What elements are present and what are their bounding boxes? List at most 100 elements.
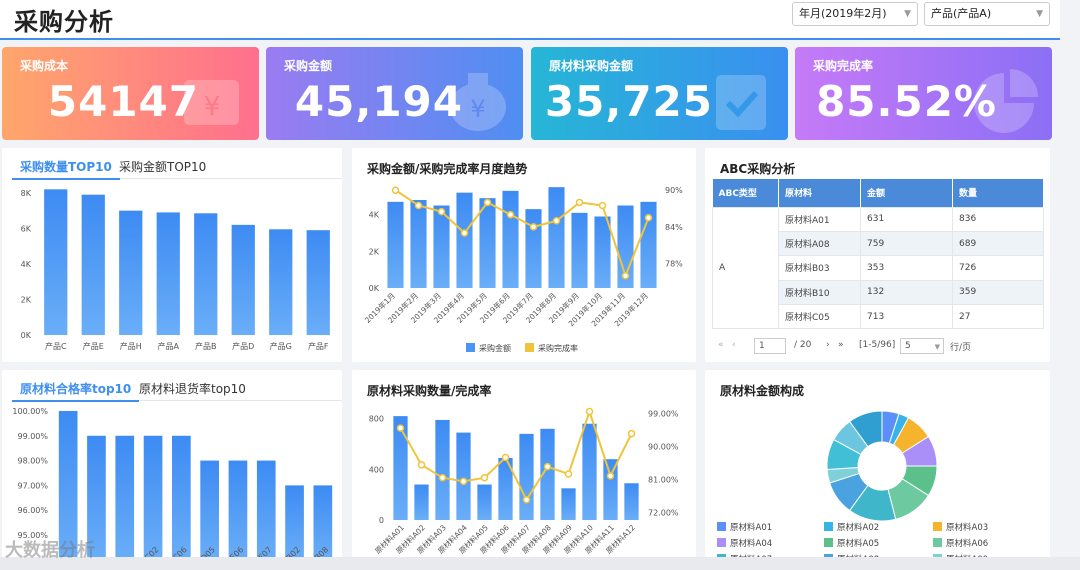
kpi-value: 85.52% [816,77,997,126]
donut-title: 原材料金额构成 [720,384,805,398]
y-tick-label: 0K [21,331,32,340]
line-point [506,210,515,219]
x-tick-label: 产品H [120,341,142,351]
line-point [483,198,492,207]
tab-amount-top10[interactable]: 采购金额TOP10 [119,160,207,174]
line-point [501,453,510,462]
tab-pass-rate[interactable]: 原材料合格率top10 [12,380,140,402]
line-point [480,473,489,482]
month-select[interactable]: 年月(2019年2月) ▼ [792,2,918,26]
amount-cell: 713 [860,304,953,330]
line-point [460,229,469,237]
line-point [522,496,531,504]
legend-swatch [717,538,726,547]
bar [540,428,555,520]
bar [435,419,450,520]
legend-swatch [525,343,534,352]
col-material[interactable]: 原材料 [778,179,861,207]
material-cell: 原材料B10 [778,279,861,306]
trend-chart: 0K2K4K78%84%90%2019年1月2019年2月2019年3月2019… [362,186,683,353]
kpi-value: 54147 [47,77,199,126]
y2-tick-label: 84% [665,223,683,232]
col-qty[interactable]: 数量 [952,179,1044,207]
bar [410,200,427,288]
col-amount[interactable]: 金额 [860,179,953,207]
line-point [606,472,615,480]
page-title: 采购分析 [14,8,114,36]
line-point [644,213,653,222]
y-tick-label: 4K [369,211,380,220]
bar [228,460,248,560]
line-point [438,473,447,482]
line-point [621,272,630,280]
abc-group-cell: A [712,206,779,330]
bar [393,416,408,520]
bar [525,209,542,288]
line-point [627,429,636,438]
per-page-label: 行/页 [950,343,972,353]
line-series [394,189,650,279]
bar [414,484,429,520]
svg-text:¥: ¥ [470,95,485,123]
y-tick-label: 98.00% [17,457,48,466]
trend-panel: 采购金额/采购完成率月度趋势 0K 2K 4K 78% 84% 90% 2019年1月 201… [352,148,696,362]
y-tick-label: 4K [21,260,32,269]
material-cell: 原材料B03 [778,255,861,281]
donut-slice [848,410,883,448]
bar [172,435,191,560]
month-select-value: 年月(2019年2月) [799,7,887,20]
page-number-input[interactable]: 1 [754,338,786,354]
product-select[interactable]: 产品(产品A) ▼ [924,2,1050,26]
bar [571,212,588,288]
top10-chart: 0K 2K 4K 6K 8K 产品C 产品E 产品H 产品A 产品B 产品D 产品G 产品F [21,189,330,351]
bar [561,488,576,520]
bar [594,216,611,288]
chevron-down-icon: ▼ [904,9,911,19]
tab-qty-top10[interactable]: 采购数量TOP10 [12,158,120,180]
amount-cell: 759 [860,230,953,257]
material-cell: 原材料A01 [778,206,861,232]
bar [256,460,276,560]
line-point [564,470,573,478]
first-page-button[interactable]: « [718,340,724,350]
abc-table: ABC类型 原材料 金额 数量 A 原材料A01 631 836 原材料A08 … [712,179,1044,330]
bar [58,410,78,560]
qty-title: 原材料采购数量/完成率 [367,384,492,398]
y-tick-label: 2K [369,247,380,256]
y-tick-label: 100.00% [12,407,48,416]
y-tick-label: 6K [21,224,32,233]
line-point [598,201,607,210]
line-point [459,477,468,486]
next-page-button[interactable]: › [826,340,830,350]
prev-page-button[interactable]: ‹ [732,340,736,350]
bar [194,213,218,335]
legend-label: 原材料A03 [946,522,988,533]
page-size-select[interactable]: 5 ▼ [900,338,944,354]
table-row: 原材料B10 132 359 [713,279,1044,306]
y2-tick-label: 78% [665,260,683,269]
legend-swatch [824,522,833,531]
legend-label: 原材料A02 [837,522,879,533]
qty-chart: 040080072.00%81.00%90.00%99.00%原材料A01原材料… [369,407,679,556]
qty-cell: 27 [952,304,1044,330]
passrate-panel: 原材料合格率top10 原材料退货率top10 95.00% 96.00% 97.0… [2,370,342,560]
line-point [396,424,405,432]
col-abc-type[interactable]: ABC类型 [712,179,779,207]
legend-label: 原材料A04 [730,538,772,549]
page-size-value: 5 [905,341,911,351]
abc-header-row: ABC类型 原材料 金额 数量 [712,179,1044,207]
tab-return-rate[interactable]: 原材料退货率top10 [139,382,246,396]
kpi-label: 采购完成率 [813,59,874,73]
bottom-scrollbar[interactable] [0,557,1080,570]
table-row: 原材料B03 353 726 [713,255,1044,281]
page-range: [1-5/96] [859,340,896,350]
bar [200,460,219,560]
y-tick-label: 95.00% [17,531,48,540]
last-page-button[interactable]: » [838,340,844,350]
chevron-down-icon: ▼ [1036,9,1043,19]
trend-title: 采购金额/采购完成率月度趋势 [367,162,528,176]
y2-tick-label: 72.00% [648,509,679,518]
tab-divider [12,178,342,179]
x-tick-label: 产品F [308,341,329,351]
kpi-card-amount: 采购金额 ¥ 45,194 [266,47,523,140]
